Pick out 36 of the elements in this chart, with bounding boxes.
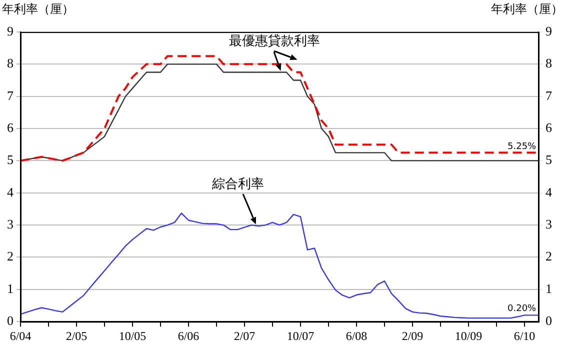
- y-tick-label: 7: [7, 88, 14, 103]
- x-tick-label: 2/07: [234, 328, 256, 343]
- x-tick-label: 6/08: [346, 328, 368, 343]
- annotation: 0.20%: [508, 304, 536, 314]
- x-tick-label: 6/04: [10, 328, 32, 343]
- y2-tick-label: 4: [546, 184, 552, 200]
- y-tick-label: 4: [7, 184, 14, 200]
- y-tick-label: 0: [7, 313, 14, 328]
- x-tick-label: 6/06: [178, 328, 200, 343]
- y2-tick-label: 1: [546, 280, 552, 296]
- y2-tick-label: 8: [546, 56, 552, 71]
- y-tick-label: 5: [7, 152, 14, 168]
- y2-tick-label: 0: [546, 313, 552, 328]
- y-tick-label: 8: [7, 56, 14, 71]
- x-tick-label: 2/09: [402, 328, 424, 343]
- x-tick-label: 10/09: [454, 328, 482, 343]
- x-tick-label: 10/05: [118, 328, 146, 343]
- annotation: 綜合利率: [212, 177, 264, 192]
- y-tick-label: 1: [7, 280, 14, 296]
- x-tick-label: 2/05: [66, 328, 88, 343]
- y-tick-label: 2: [7, 248, 14, 264]
- y-tick-label: 9: [7, 23, 14, 38]
- y2-tick-label: 6: [546, 120, 552, 135]
- y2-tick-label: 3: [546, 216, 552, 232]
- y2-axis-title: 年利率（厘）: [491, 1, 563, 18]
- y-tick-label: 6: [7, 120, 14, 135]
- y2-tick-label: 5: [546, 152, 552, 168]
- x-tick-label: 10/07: [286, 328, 314, 343]
- y2-tick-label: 2: [546, 248, 552, 264]
- annotation: 最優惠貸款利率: [228, 34, 320, 50]
- y2-tick-label: 7: [546, 88, 552, 103]
- y-tick-label: 3: [7, 216, 14, 232]
- y2-tick-label: 9: [546, 23, 552, 38]
- annotation: 5.25%: [508, 142, 536, 152]
- y-axis-title: 年利率（厘）: [2, 1, 74, 18]
- x-tick-label: 6/10: [514, 328, 536, 343]
